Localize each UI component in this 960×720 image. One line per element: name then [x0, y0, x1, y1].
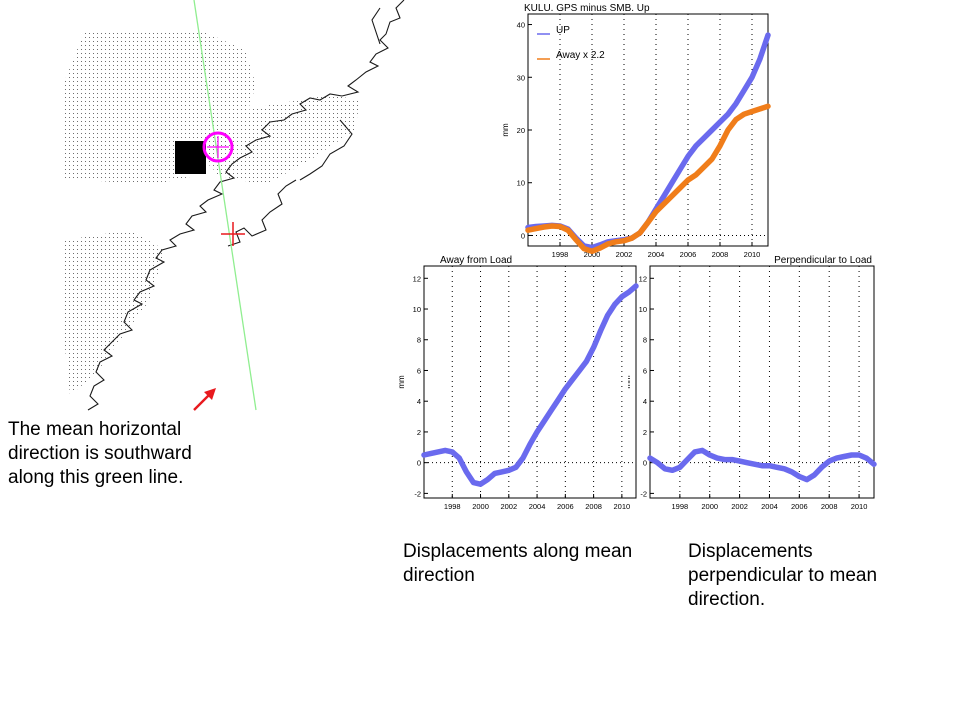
x-tick-label: 2006	[557, 502, 574, 511]
arrow-icon	[193, 388, 216, 411]
plot-frame	[527, 13, 769, 247]
red-cross-marker	[221, 222, 245, 246]
x-tick-label: 2004	[761, 502, 778, 511]
y-tick-label: 6	[643, 366, 647, 375]
plot-frame	[423, 265, 637, 499]
x-tick-label: 2002	[731, 502, 748, 511]
y-tick-label: 30	[517, 73, 525, 82]
y-tick-label: 4	[417, 397, 421, 406]
series-line-1	[421, 283, 639, 487]
load-square	[175, 141, 206, 174]
chart-title: Perpendicular to Load	[774, 255, 872, 266]
chart-perp: Perpendicular to Load 1998 2000 2002 2004 200…	[628, 255, 877, 511]
x-tick-label: 2010	[851, 502, 868, 511]
green-direction-line	[193, 0, 257, 411]
ice-sheet-stipple	[62, 30, 360, 395]
y-axis-label: mm	[397, 375, 406, 389]
map-caption: The mean horizontal direction is southwa…	[8, 419, 192, 488]
y-tick-label: -2	[640, 489, 647, 498]
y-tick-label: 2	[417, 428, 421, 437]
x-tick-label: 2006	[680, 250, 697, 259]
x-tick-label: 2004	[648, 250, 665, 259]
x-tick-label: 2000	[701, 502, 718, 511]
x-tick-label: 2008	[712, 250, 729, 259]
y-tick-label: 8	[643, 336, 647, 345]
legend-label: Away x 2.2	[556, 50, 605, 61]
y-tick-label: 12	[413, 274, 421, 283]
y-tick-label: 40	[517, 21, 525, 30]
x-tick-label: 1998	[444, 502, 461, 511]
y-tick-label: 20	[517, 126, 525, 135]
x-tick-label: 1998	[552, 250, 569, 259]
series-line-2	[525, 103, 771, 255]
x-tick-label: 2004	[529, 502, 546, 511]
chart-title: KULU. GPS minus SMB. Up	[524, 3, 650, 14]
x-tick-label: 1998	[672, 502, 689, 511]
y-tick-label: 0	[521, 231, 525, 240]
y-tick-label: 8	[417, 336, 421, 345]
series-line-1	[647, 447, 877, 483]
plot-frame	[649, 265, 875, 499]
y-tick-label: 0	[643, 459, 647, 468]
coastline-outline	[87, 0, 405, 411]
x-tick-label: 2008	[585, 502, 602, 511]
x-tick-label: 2010	[614, 502, 631, 511]
station-circle-marker	[202, 131, 234, 163]
y-tick-label: 4	[643, 397, 647, 406]
y-tick-label: -2	[414, 489, 421, 498]
y-tick-label: 2	[643, 428, 647, 437]
y-tick-label: 10	[413, 305, 421, 314]
series-line-1	[525, 32, 771, 251]
chart-title: Away from Load	[440, 255, 512, 266]
y-tick-label: 12	[639, 274, 647, 283]
y-tick-label: 0	[417, 459, 421, 468]
perp-caption: Displacements perpendicular to mean dire…	[688, 541, 878, 610]
y-axis-label: mm	[501, 123, 510, 137]
y-tick-label: 10	[517, 179, 525, 188]
x-tick-label: 2000	[584, 250, 601, 259]
x-tick-label: 2002	[500, 502, 517, 511]
chart-up: KULU. GPS minus SMB. Up 1998 2000 2002 2004 2…	[501, 3, 771, 259]
x-tick-label: 2010	[744, 250, 761, 259]
y-tick-label: 10	[639, 305, 647, 314]
y-tick-label: 6	[417, 366, 421, 375]
x-tick-label: 2008	[821, 502, 838, 511]
map-panel	[62, 0, 405, 411]
legend-label: UP	[556, 25, 570, 36]
y-axis-label: mm	[628, 375, 632, 389]
x-tick-label: 2006	[791, 502, 808, 511]
x-tick-label: 2000	[472, 502, 489, 511]
x-tick-label: 2002	[616, 250, 633, 259]
along-caption: Displacements along mean direction	[403, 541, 633, 586]
